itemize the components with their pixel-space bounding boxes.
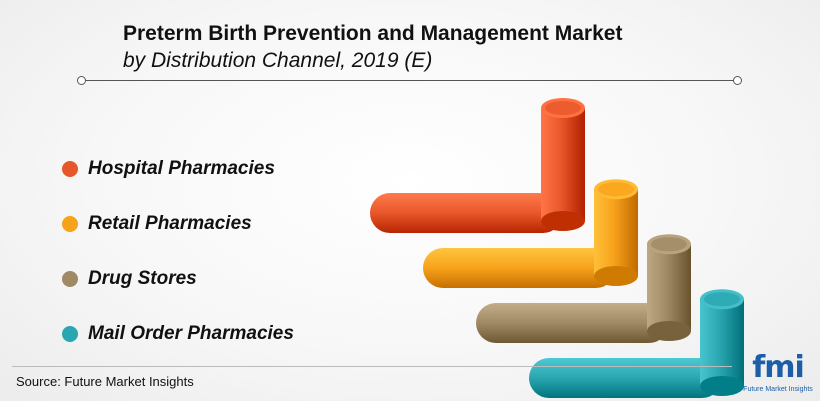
bar-horizontal-1 xyxy=(423,248,616,288)
legend-label: Hospital Pharmacies xyxy=(88,158,275,179)
bar-3 xyxy=(529,289,744,398)
divider-end-dot-right xyxy=(733,76,742,85)
logo-text: fmi xyxy=(752,350,805,385)
legend-item: Retail Pharmacies xyxy=(62,210,294,238)
bar-base-0 xyxy=(541,211,585,231)
title-divider xyxy=(82,80,737,81)
bar-top-inner-2 xyxy=(651,237,687,252)
chart-subtitle: by Distribution Channel, 2019 (E) xyxy=(123,49,433,72)
bar-base-3 xyxy=(700,376,744,396)
bar-horizontal-3 xyxy=(529,358,722,398)
legend-label: Drug Stores xyxy=(88,268,197,289)
legend-label: Retail Pharmacies xyxy=(88,213,252,234)
legend-swatch-retail xyxy=(62,216,78,232)
legend-item: Hospital Pharmacies xyxy=(62,155,294,183)
bar-top-inner-3 xyxy=(704,292,740,307)
bar-top-inner-1 xyxy=(598,182,634,197)
bar-column-1 xyxy=(594,189,638,276)
bar-0 xyxy=(370,98,585,233)
legend-swatch-drug-stores xyxy=(62,271,78,287)
source-text: Source: Future Market Insights xyxy=(16,374,194,389)
legend-swatch-hospital xyxy=(62,161,78,177)
bar-horizontal-0 xyxy=(370,193,563,233)
legend: Hospital Pharmacies Retail Pharmacies Dr… xyxy=(62,155,294,375)
bar-base-1 xyxy=(594,266,638,286)
legend-swatch-mail-order xyxy=(62,326,78,342)
legend-item: Mail Order Pharmacies xyxy=(62,320,294,348)
bar-1 xyxy=(423,179,638,288)
chart-title: Preterm Birth Prevention and Management … xyxy=(123,22,623,45)
bar-column-0 xyxy=(541,108,585,221)
bar-base-2 xyxy=(647,321,691,341)
bar-column-2 xyxy=(647,244,691,331)
bar-top-inner-0 xyxy=(545,101,581,115)
fmi-logo: fmi Future Market Insights xyxy=(740,350,816,398)
bar-horizontal-2 xyxy=(476,303,669,343)
divider-end-dot-left xyxy=(77,76,86,85)
logo-subtext: Future Market Insights xyxy=(743,386,813,393)
legend-item: Drug Stores xyxy=(62,265,294,293)
legend-label: Mail Order Pharmacies xyxy=(88,323,294,344)
bar-2 xyxy=(476,234,691,343)
source-divider xyxy=(12,366,732,367)
bar-column-3 xyxy=(700,299,744,386)
